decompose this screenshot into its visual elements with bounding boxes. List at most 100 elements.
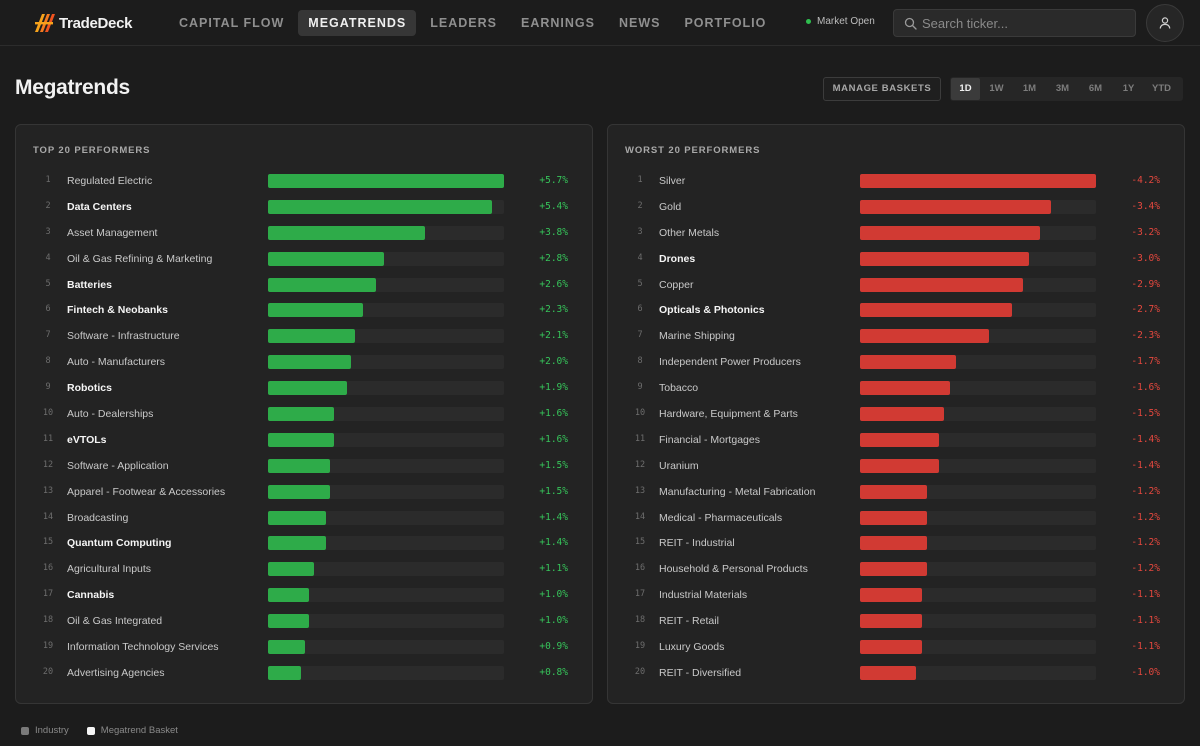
megatrend-basket-name[interactable]: eVTOLs bbox=[67, 433, 107, 446]
period-1w[interactable]: 1W bbox=[989, 83, 1004, 94]
worst-row[interactable]: 2 Gold -3.4% bbox=[608, 196, 1184, 222]
industry-name[interactable]: REIT - Diversified bbox=[659, 666, 742, 679]
search-box[interactable] bbox=[893, 9, 1136, 37]
industry-name[interactable]: Gold bbox=[659, 200, 682, 213]
industry-name[interactable]: Tobacco bbox=[659, 382, 699, 395]
top-row[interactable]: 12 Software - Application +1.5% bbox=[16, 455, 592, 481]
industry-name[interactable]: Software - Application bbox=[67, 459, 169, 472]
industry-name[interactable]: Uranium bbox=[659, 459, 699, 472]
performance-bar-track bbox=[860, 381, 1096, 396]
worst-row[interactable]: 15 REIT - Industrial -1.2% bbox=[608, 532, 1184, 558]
period-1m[interactable]: 1M bbox=[1022, 83, 1037, 94]
worst-row[interactable]: 17 Industrial Materials -1.1% bbox=[608, 584, 1184, 610]
industry-name[interactable]: Regulated Electric bbox=[67, 175, 153, 187]
period-1y[interactable]: 1Y bbox=[1122, 83, 1135, 94]
industry-name[interactable]: Other Metals bbox=[659, 226, 720, 239]
period-ytd[interactable]: YTD bbox=[1152, 83, 1171, 94]
top-row[interactable]: 13 Apparel - Footwear & Accessories +1.5% bbox=[16, 481, 592, 507]
industry-name[interactable]: Apparel - Footwear & Accessories bbox=[67, 485, 226, 498]
megatrend-basket-name[interactable]: Data Centers bbox=[67, 200, 132, 213]
top-row[interactable]: 18 Oil & Gas Integrated +1.0% bbox=[16, 610, 592, 636]
worst-row[interactable]: 5 Copper -2.9% bbox=[608, 274, 1184, 300]
industry-name[interactable]: Auto - Manufacturers bbox=[67, 356, 166, 369]
industry-name[interactable]: Household & Personal Products bbox=[659, 563, 808, 576]
nav-portfolio[interactable]: PORTFOLIO bbox=[684, 16, 767, 30]
top-row[interactable]: 19 Information Technology Services +0.9% bbox=[16, 636, 592, 662]
manage-baskets-button[interactable]: MANAGE BASKETS bbox=[823, 77, 941, 101]
megatrend-basket-name[interactable]: Robotics bbox=[67, 382, 112, 395]
industry-name[interactable]: Industrial Materials bbox=[659, 589, 748, 602]
megatrend-basket-name[interactable]: Quantum Computing bbox=[67, 537, 172, 550]
industry-name[interactable]: Hardware, Equipment & Parts bbox=[659, 408, 798, 421]
worst-row[interactable]: 19 Luxury Goods -1.1% bbox=[608, 636, 1184, 662]
nav-capital-flow[interactable]: CAPITAL FLOW bbox=[179, 16, 285, 30]
worst-row[interactable]: 10 Hardware, Equipment & Parts -1.5% bbox=[608, 403, 1184, 429]
industry-name[interactable]: Asset Management bbox=[67, 226, 158, 239]
industry-name[interactable]: Financial - Mortgages bbox=[659, 433, 760, 446]
industry-name[interactable]: Independent Power Producers bbox=[659, 356, 801, 369]
worst-row[interactable]: 18 REIT - Retail -1.1% bbox=[608, 610, 1184, 636]
worst-row[interactable]: 3 Other Metals -3.2% bbox=[608, 222, 1184, 248]
top-row[interactable]: 1 Regulated Electric +5.7% bbox=[16, 170, 592, 196]
top-row[interactable]: 20 Advertising Agencies +0.8% bbox=[16, 662, 592, 688]
worst-row[interactable]: 8 Independent Power Producers -1.7% bbox=[608, 351, 1184, 377]
top-row[interactable]: 5 Batteries +2.6% bbox=[16, 274, 592, 300]
worst-row[interactable]: 20 REIT - Diversified -1.0% bbox=[608, 662, 1184, 688]
worst-row[interactable]: 9 Tobacco -1.6% bbox=[608, 377, 1184, 403]
industry-name[interactable]: REIT - Industrial bbox=[659, 537, 735, 550]
top-row[interactable]: 10 Auto - Dealerships +1.6% bbox=[16, 403, 592, 429]
worst-row[interactable]: 4 Drones -3.0% bbox=[608, 248, 1184, 274]
top-row[interactable]: 6 Fintech & Neobanks +2.3% bbox=[16, 299, 592, 325]
industry-name[interactable]: Marine Shipping bbox=[659, 330, 735, 343]
rank: 2 bbox=[45, 200, 51, 211]
industry-name[interactable]: Software - Infrastructure bbox=[67, 330, 180, 343]
industry-name[interactable]: Medical - Pharmaceuticals bbox=[659, 511, 783, 524]
top-row[interactable]: 4 Oil & Gas Refining & Marketing +2.8% bbox=[16, 248, 592, 274]
top-row[interactable]: 7 Software - Infrastructure +2.1% bbox=[16, 325, 592, 351]
worst-row[interactable]: 13 Manufacturing - Metal Fabrication -1.2% bbox=[608, 481, 1184, 507]
period-6m[interactable]: 6M bbox=[1088, 83, 1103, 94]
top-row[interactable]: 15 Quantum Computing +1.4% bbox=[16, 532, 592, 558]
top-row[interactable]: 16 Agricultural Inputs +1.1% bbox=[16, 558, 592, 584]
industry-name[interactable]: Broadcasting bbox=[67, 511, 129, 524]
top-row[interactable]: 2 Data Centers +5.4% bbox=[16, 196, 592, 222]
megatrend-basket-name[interactable]: Batteries bbox=[67, 278, 112, 291]
industry-name[interactable]: Oil & Gas Integrated bbox=[67, 615, 163, 628]
industry-name[interactable]: Manufacturing - Metal Fabrication bbox=[659, 485, 816, 498]
top-row[interactable]: 3 Asset Management +3.8% bbox=[16, 222, 592, 248]
industry-name[interactable]: Advertising Agencies bbox=[67, 666, 165, 679]
worst-row[interactable]: 6 Opticals & Photonics -2.7% bbox=[608, 299, 1184, 325]
worst-row[interactable]: 1 Silver -4.2% bbox=[608, 170, 1184, 196]
user-menu-button[interactable] bbox=[1146, 4, 1184, 42]
nav-megatrends[interactable]: MEGATRENDS bbox=[298, 10, 417, 36]
top-row[interactable]: 11 eVTOLs +1.6% bbox=[16, 429, 592, 455]
period-3m[interactable]: 3M bbox=[1055, 83, 1070, 94]
megatrend-basket-name[interactable]: Fintech & Neobanks bbox=[67, 304, 168, 317]
worst-row[interactable]: 7 Marine Shipping -2.3% bbox=[608, 325, 1184, 351]
top-row[interactable]: 8 Auto - Manufacturers +2.0% bbox=[16, 351, 592, 377]
industry-name[interactable]: Agricultural Inputs bbox=[67, 563, 152, 576]
nav-earnings[interactable]: EARNINGS bbox=[520, 16, 595, 30]
worst-row[interactable]: 16 Household & Personal Products -1.2% bbox=[608, 558, 1184, 584]
search-input[interactable] bbox=[922, 10, 1127, 36]
industry-name[interactable]: Information Technology Services bbox=[67, 641, 219, 654]
industry-name[interactable]: REIT - Retail bbox=[659, 615, 719, 628]
worst-row[interactable]: 12 Uranium -1.4% bbox=[608, 455, 1184, 481]
industry-name[interactable]: Silver bbox=[659, 175, 686, 187]
nav-news[interactable]: NEWS bbox=[618, 16, 661, 30]
megatrend-basket-name[interactable]: Cannabis bbox=[67, 589, 115, 602]
industry-name[interactable]: Luxury Goods bbox=[659, 641, 725, 654]
top-row[interactable]: 9 Robotics +1.9% bbox=[16, 377, 592, 403]
top-row[interactable]: 17 Cannabis +1.0% bbox=[16, 584, 592, 610]
industry-name[interactable]: Oil & Gas Refining & Marketing bbox=[67, 252, 213, 265]
logo[interactable]: TradeDeck bbox=[33, 11, 132, 35]
industry-name[interactable]: Copper bbox=[659, 278, 694, 291]
megatrend-basket-name[interactable]: Drones bbox=[659, 252, 696, 265]
top-row[interactable]: 14 Broadcasting +1.4% bbox=[16, 507, 592, 533]
nav-leaders[interactable]: LEADERS bbox=[430, 16, 497, 30]
industry-name[interactable]: Auto - Dealerships bbox=[67, 408, 154, 421]
megatrend-basket-name[interactable]: Opticals & Photonics bbox=[659, 304, 765, 317]
period-1d[interactable]: 1D bbox=[951, 78, 980, 100]
worst-row[interactable]: 14 Medical - Pharmaceuticals -1.2% bbox=[608, 507, 1184, 533]
worst-row[interactable]: 11 Financial - Mortgages -1.4% bbox=[608, 429, 1184, 455]
